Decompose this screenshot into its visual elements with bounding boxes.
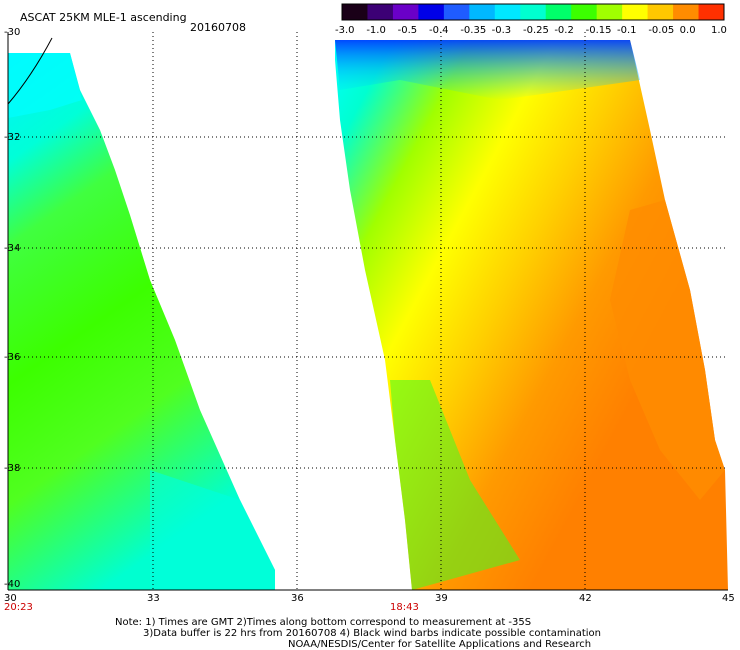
x-label-42: 42	[579, 593, 592, 604]
colorbar-tick-label: -0.35	[460, 25, 487, 36]
note-line-1: Note: 1) Times are GMT 2)Times along bot…	[115, 617, 532, 628]
colorbar-tick-label: -0.1	[617, 25, 637, 36]
colorbar-segment	[571, 4, 598, 20]
colorbar-segment	[596, 4, 623, 20]
colorbar-tick-label: -0.05	[648, 25, 675, 36]
colorbar-tick-label: -0.15	[585, 25, 612, 36]
colorbar-tick-label: -0.25	[523, 25, 549, 36]
x-label-30: 30	[4, 593, 17, 604]
colorbar-segment	[698, 4, 725, 20]
swath-left-lower-cyan	[150, 470, 275, 590]
colorbar-tick-label: 1.0	[711, 25, 727, 36]
product-date: 20160708	[190, 21, 246, 34]
note-line-3: NOAA/NESDIS/Center for Satellite Applica…	[288, 639, 592, 650]
colorbar-segment	[647, 4, 674, 20]
note-line-2: 3)Data buffer is 22 hrs from 20160708 4)…	[143, 628, 601, 639]
grid	[8, 32, 728, 590]
colorbar-segment	[520, 4, 547, 20]
y-label-40: -40	[4, 579, 21, 590]
swath-right-orange-band	[610, 200, 725, 500]
x-label-45: 45	[722, 593, 735, 604]
colorbar-segment	[392, 4, 419, 20]
swath-left	[8, 53, 275, 590]
swath-right-green-strip	[390, 380, 520, 590]
colorbar-tick-label: -3.0	[335, 25, 355, 36]
pass-time-right: 18:43	[390, 602, 419, 613]
y-label-36: -36	[4, 352, 21, 363]
colorbar-segment	[469, 4, 496, 20]
colorbar-frame	[341, 3, 725, 21]
colorbar-tick-label: -1.0	[366, 25, 386, 36]
swath-left-area	[8, 53, 275, 590]
colorbar-segment	[418, 4, 445, 20]
swath-right-top-blue	[335, 40, 640, 100]
y-label-34: -34	[4, 243, 21, 254]
swath-left-cyan-patch	[8, 53, 82, 118]
colorbar-segment	[342, 4, 368, 20]
frame-ticks	[7, 32, 728, 591]
x-label-36: 36	[291, 593, 304, 604]
colorbar-segment	[673, 4, 700, 20]
colorbar-tick-label: -0.4	[429, 25, 449, 36]
y-label-38: -38	[4, 463, 21, 474]
x-label-39: 39	[435, 593, 448, 604]
coastline	[7, 37, 53, 105]
colorbar-segment	[494, 4, 521, 20]
product-title: ASCAT 25KM MLE-1 ascending	[20, 11, 187, 24]
colorbar	[341, 3, 725, 21]
colorbar-segment	[443, 4, 470, 20]
colorbar-tick-label: -0.5	[397, 25, 418, 36]
y-label-30: -30	[4, 27, 21, 38]
y-label-32: -32	[4, 132, 21, 143]
colorbar-tick-label: 0.0	[679, 25, 696, 36]
colorbar-segment	[622, 4, 649, 20]
colorbar-tick-label: -0.3	[491, 25, 512, 36]
colorbar-segment	[367, 4, 394, 20]
swath-right	[335, 40, 728, 590]
colorbar-tick-label: -0.2	[554, 25, 574, 36]
pass-time-left: 20:23	[4, 602, 33, 613]
x-label-33: 33	[147, 593, 160, 604]
colorbar-segment	[545, 4, 572, 20]
